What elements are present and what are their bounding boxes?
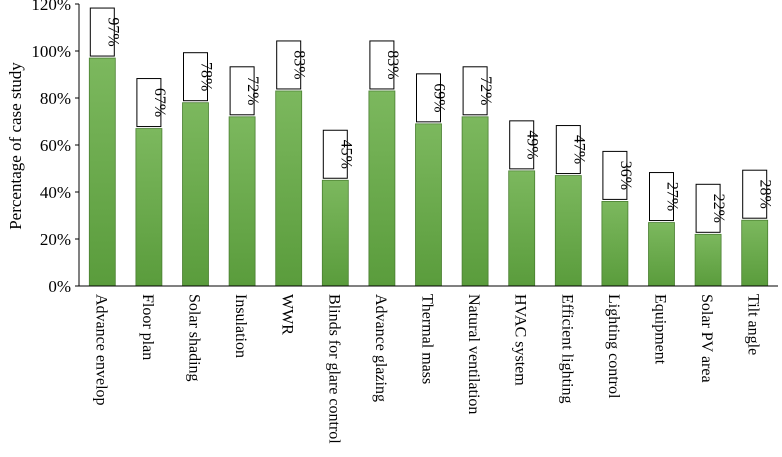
category-label: Insulation (232, 294, 249, 358)
data-label-box (89, 7, 115, 57)
y-tick-label: 20% (40, 230, 71, 249)
data-label-box (509, 120, 535, 170)
y-tick-label: 120% (31, 0, 71, 14)
category-label: HVAC system (512, 294, 529, 386)
data-label: 47% (570, 135, 587, 164)
data-label: 72% (477, 76, 494, 105)
data-label-box (183, 52, 208, 102)
bar (648, 222, 675, 287)
data-label: 83% (384, 50, 401, 79)
category-label: Floor plan (139, 294, 156, 360)
plot-area: 0% 20% 40% 60% 80% 100% 120% 97% Advance envelop… (31, 0, 778, 444)
data-label-box (322, 129, 348, 179)
data-label: 72% (244, 76, 261, 105)
data-label-box (416, 73, 441, 123)
category-label: Solar shading (186, 294, 203, 382)
bar (508, 170, 536, 287)
data-label-box (462, 66, 488, 116)
category-label: Blinds for glare control (325, 294, 342, 444)
category-label: Solar PV area (698, 294, 715, 383)
data-label: 69% (431, 83, 448, 112)
y-tick-label: 0% (48, 277, 71, 296)
bar (554, 175, 582, 287)
category-label: Thermal mass (419, 294, 436, 384)
data-label: 22% (710, 194, 727, 223)
category-label: Equipment (652, 294, 669, 365)
bar (694, 233, 722, 287)
data-label-box (276, 40, 302, 90)
data-label: 97% (104, 17, 121, 46)
bar (88, 57, 116, 287)
bar (135, 128, 163, 287)
category-label: WWR (279, 294, 296, 335)
data-label: 28% (757, 180, 774, 209)
bar (601, 200, 629, 287)
y-tick-label: 60% (40, 136, 71, 155)
bar (275, 90, 303, 287)
data-label-box (369, 40, 395, 90)
data-label: 36% (617, 161, 634, 190)
data-label-box (602, 150, 628, 200)
bar (461, 116, 489, 287)
data-label-box (649, 172, 674, 222)
bar (368, 90, 396, 287)
category-label: Advance envelop (92, 294, 109, 406)
data-label-box (136, 78, 162, 128)
data-label: 49% (524, 130, 541, 159)
category-label: Natural ventilation (465, 294, 482, 414)
data-label: 83% (291, 50, 308, 79)
y-tick-label: 80% (40, 89, 71, 108)
data-label: 67% (151, 88, 168, 117)
category-label: Efficient lighting (558, 294, 575, 403)
data-label: 78% (198, 62, 215, 91)
bar (741, 219, 769, 287)
data-label-box (229, 66, 255, 116)
y-tick-label: 100% (31, 42, 71, 61)
category-label: Tilt angle (745, 294, 762, 355)
bar (228, 116, 256, 287)
bar (321, 179, 349, 287)
y-axis-title: Percentage of case study (6, 62, 25, 230)
data-label-box (742, 169, 768, 219)
data-label: 45% (337, 140, 354, 169)
data-label-box (695, 183, 721, 233)
y-tick-label: 40% (40, 183, 71, 202)
data-label: 27% (664, 182, 681, 211)
bar (415, 123, 442, 287)
category-label: Advance glazing (372, 294, 389, 402)
data-label-box (555, 125, 581, 175)
category-label: Lighting control (605, 294, 622, 399)
bar (182, 102, 209, 287)
